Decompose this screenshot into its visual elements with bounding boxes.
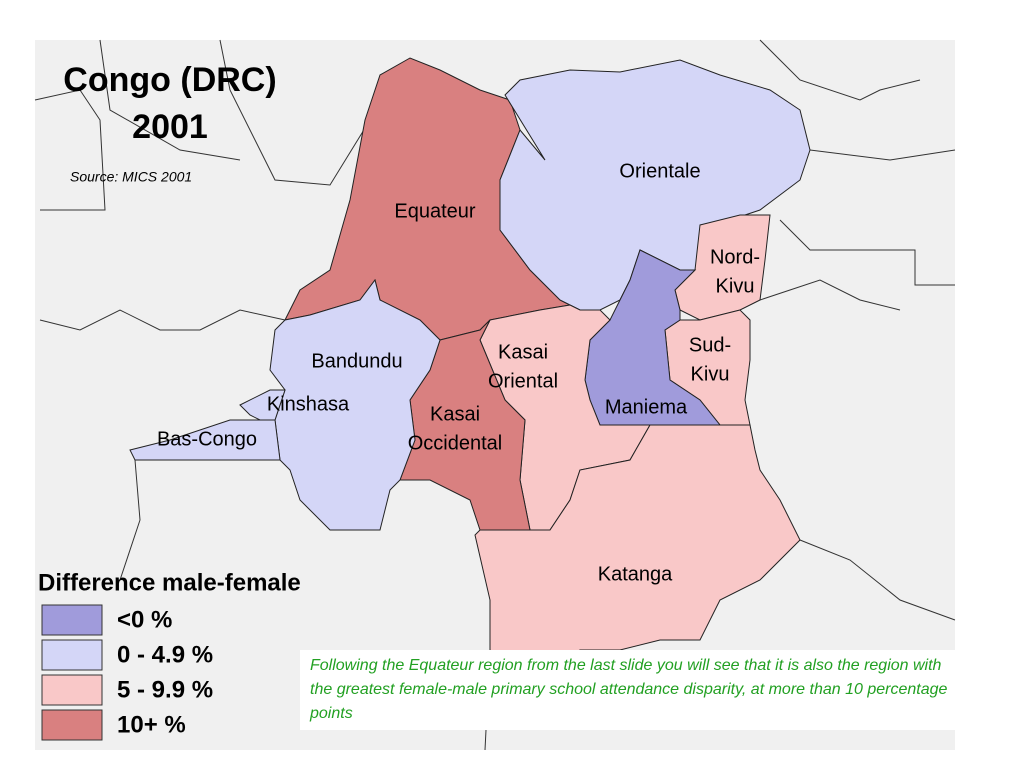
region-label: Maniema [605, 396, 688, 418]
region-label: Kivu [716, 275, 755, 297]
map-title: Congo (DRC) [63, 61, 276, 99]
region [584, 249, 722, 426]
source: Source: MICS 2001 [70, 169, 192, 185]
caption: Following the Equateur region from the l… [300, 650, 960, 730]
legend-label: <0 % [117, 606, 172, 633]
region-label: Katanga [598, 563, 673, 585]
region-label: Oriental [488, 370, 558, 392]
legend: <0 % 0 - 4.9 % 5 - 9.9 % 10+ % [41, 604, 213, 741]
legend-swatch [41, 604, 103, 636]
region-label: Bandundu [311, 350, 402, 372]
region-label: Occidental [408, 432, 503, 454]
legend-label: 0 - 4.9 % [117, 641, 213, 668]
region-label: Sud- [689, 334, 731, 356]
region-label: Kivu [691, 363, 730, 385]
region-label: Equateur [394, 200, 476, 222]
region-label: Bas-Congo [157, 428, 257, 450]
legend-label: 10+ % [117, 711, 186, 738]
map-title: 2001 [132, 108, 208, 146]
region-label: Kinshasa [267, 393, 350, 415]
legend-swatch [41, 674, 103, 706]
legend-title: Difference male-female [38, 569, 301, 596]
regions: EquateurOrientaleNord-KivuSud-KivuManiem… [129, 57, 811, 671]
region [129, 419, 281, 461]
legend-swatch [41, 639, 103, 671]
region-label: Nord- [710, 246, 760, 268]
legend-label: 5 - 9.9 % [117, 676, 213, 703]
region-label: Kasai [498, 341, 548, 363]
region-label: Orientale [619, 160, 700, 182]
region-label: Kasai [430, 403, 480, 425]
legend-swatch [41, 709, 103, 741]
